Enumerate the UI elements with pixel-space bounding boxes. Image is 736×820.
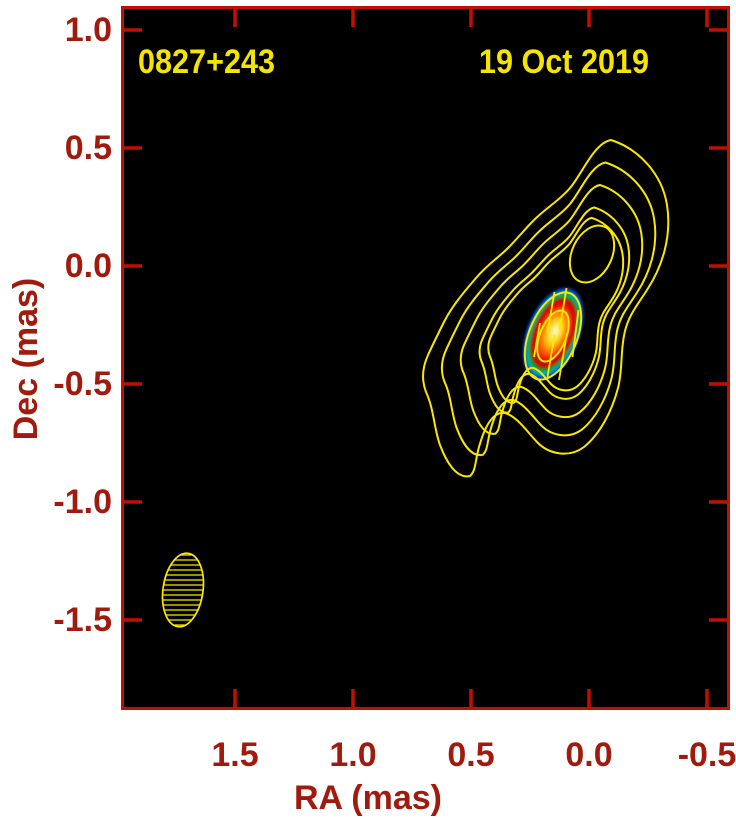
y-tick-label: 0.5	[64, 129, 112, 167]
y-tick-label: 0.0	[64, 247, 112, 285]
x-tick-label: 0.0	[565, 736, 613, 774]
axis-tick-marks	[124, 9, 727, 707]
x-tick-label: 0.5	[447, 736, 495, 774]
evpa-ticks	[533, 287, 580, 381]
x-tick-label: 1.5	[211, 736, 259, 774]
epoch-date-label: 19 Oct 2019	[478, 43, 650, 81]
y-tick-label: -0.5	[53, 365, 112, 403]
plot-area: 0827+243 19 Oct 2019	[121, 6, 730, 710]
beam-ellipse	[161, 552, 205, 628]
y-tick-label: 1.0	[64, 11, 112, 49]
x-tick-label: 1.0	[329, 736, 377, 774]
y-tick-label: -1.0	[53, 483, 112, 521]
core-contour	[568, 224, 616, 284]
x-tick-label: -0.5	[677, 736, 736, 774]
polarization-blob	[521, 286, 585, 382]
map-canvas	[124, 9, 727, 707]
knot-contour-outer	[523, 291, 583, 381]
x-axis-title: RA (mas)	[294, 779, 442, 817]
y-tick-label: -1.5	[53, 601, 112, 639]
y-axis-title: Dec (mas)	[7, 277, 45, 441]
source-name-label: 0827+243	[138, 43, 276, 81]
